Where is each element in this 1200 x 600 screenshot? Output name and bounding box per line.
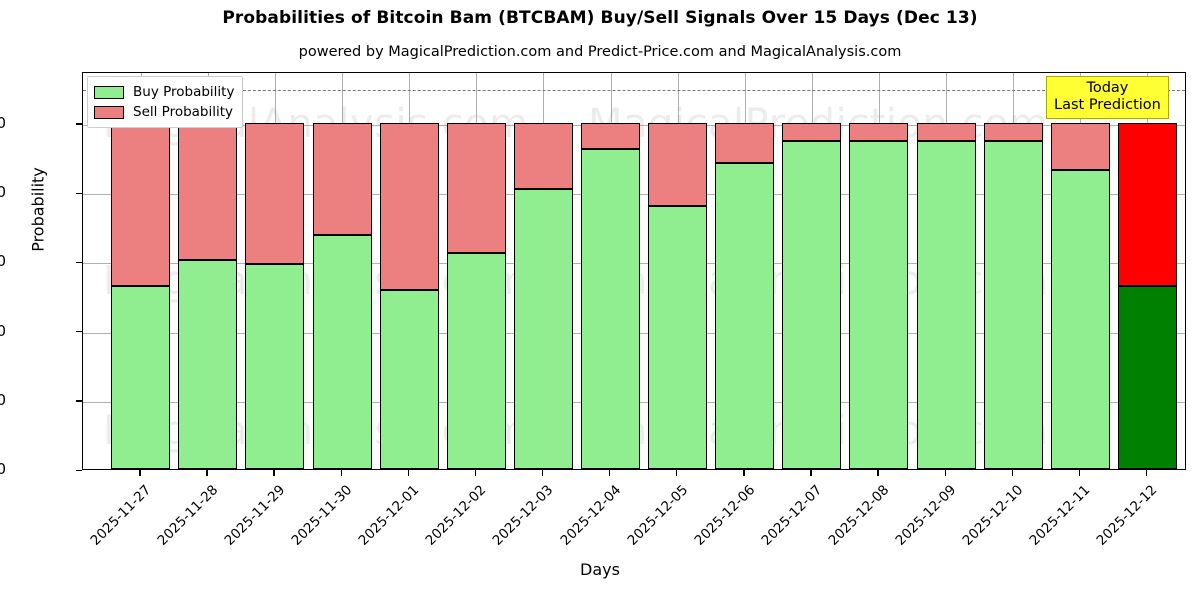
y-tick-label-80: 80: [0, 183, 6, 202]
bar-segment-buy: [648, 205, 707, 469]
bar-2025-12-06[interactable]: [715, 73, 774, 469]
bar-2025-12-01[interactable]: [380, 73, 439, 469]
chart-legend: Buy Probability Sell Probability: [87, 76, 244, 128]
y-tick-mark-80: [76, 192, 82, 194]
bar-segment-sell: [715, 122, 774, 163]
bar-segment-sell: [917, 122, 976, 141]
y-tick-mark-40: [76, 331, 82, 333]
x-tick-mark-7: [609, 470, 611, 476]
y-axis-label: Probability: [28, 167, 48, 252]
bar-segment-buy: [984, 140, 1043, 469]
bar-segment-sell: [313, 122, 372, 236]
x-tick-mark-3: [340, 470, 342, 476]
bar-2025-12-10[interactable]: [984, 73, 1043, 469]
today-annotation: Today Last Prediction: [1046, 76, 1169, 119]
today-annotation-line1: Today: [1086, 80, 1129, 96]
y-tick-mark-100: [76, 123, 82, 125]
bar-segment-buy: [178, 259, 237, 469]
legend-item-buy: Buy Probability: [94, 82, 234, 102]
bar-2025-11-28[interactable]: [178, 73, 237, 469]
x-tick-mark-9: [743, 470, 745, 476]
bar-2025-12-07[interactable]: [782, 73, 841, 469]
bar-2025-11-30[interactable]: [313, 73, 372, 469]
bar-segment-sell: [849, 122, 908, 141]
bar-segment-buy: [581, 148, 640, 469]
bar-2025-12-12[interactable]: [1118, 73, 1177, 469]
bar-2025-11-29[interactable]: [245, 73, 304, 469]
y-tick-label-20: 20: [0, 390, 6, 409]
x-tick-mark-5: [474, 470, 477, 476]
bar-segment-sell: [782, 122, 841, 141]
y-tick-label-0: 0: [0, 460, 6, 478]
bar-2025-12-03[interactable]: [514, 73, 573, 469]
x-axis-label: Days: [580, 560, 620, 579]
bar-segment-sell: [178, 122, 237, 260]
bar-segment-buy: [313, 235, 372, 469]
legend-swatch-sell-icon: [94, 105, 124, 119]
bar-2025-12-09[interactable]: [917, 73, 976, 469]
x-tick-mark-11: [877, 470, 879, 476]
legend-item-sell: Sell Probability: [94, 102, 234, 122]
chart-title: Probabilities of Bitcoin Bam (BTCBAM) Bu…: [222, 8, 978, 28]
x-tick-mark-13: [1011, 470, 1013, 476]
bar-segment-buy: [1118, 286, 1177, 469]
y-tick-label-60: 60: [0, 252, 6, 271]
y-tick-mark-0: [76, 469, 82, 471]
bar-2025-12-05[interactable]: [648, 73, 707, 469]
bar-segment-sell: [648, 122, 707, 206]
legend-label-buy: Buy Probability: [133, 84, 235, 100]
bar-segment-buy: [715, 162, 774, 469]
bar-segment-sell: [984, 122, 1043, 141]
bar-segment-buy: [111, 286, 170, 469]
x-tick-mark-14: [1078, 470, 1081, 476]
x-tick-mark-4: [407, 470, 409, 476]
y-tick-mark-20: [76, 400, 82, 402]
bar-2025-12-04[interactable]: [581, 73, 640, 469]
y-tick-label-100: 100: [0, 113, 6, 132]
bar-segment-sell: [245, 122, 304, 265]
x-tick-mark-10: [810, 470, 812, 476]
bar-segment-sell: [581, 122, 640, 149]
bar-segment-buy: [1051, 169, 1110, 469]
x-tick-mark-6: [541, 470, 544, 476]
legend-label-sell: Sell Probability: [133, 104, 234, 120]
bar-segment-buy: [849, 140, 908, 469]
bar-2025-12-02[interactable]: [447, 73, 506, 469]
x-tick-mark-15: [1145, 470, 1148, 476]
x-tick-mark-8: [676, 470, 678, 476]
bar-segment-sell: [111, 122, 170, 287]
bar-segment-buy: [917, 140, 976, 469]
bar-segment-buy: [447, 253, 506, 469]
bar-segment-buy: [782, 140, 841, 469]
bar-2025-12-08[interactable]: [849, 73, 908, 469]
bar-segment-buy: [380, 290, 439, 469]
y-tick-mark-60: [76, 261, 82, 264]
today-annotation-line2: Last Prediction: [1054, 97, 1161, 113]
bar-2025-11-27[interactable]: [111, 73, 170, 469]
bar-segment-buy: [245, 264, 304, 469]
x-tick-mark-1: [206, 470, 208, 476]
x-tick-mark-0: [139, 470, 141, 476]
x-tick-mark-12: [944, 470, 946, 476]
chart-subtitle: powered by MagicalPrediction.com and Pre…: [298, 44, 902, 60]
bar-segment-sell: [514, 122, 573, 190]
bar-segment-sell: [380, 122, 439, 291]
threshold-dashed-line: [83, 90, 1185, 92]
legend-swatch-buy-icon: [94, 85, 124, 99]
bar-2025-12-11[interactable]: [1051, 73, 1110, 469]
bar-segment-sell: [1118, 122, 1177, 287]
x-tick-mark-2: [273, 470, 275, 476]
bar-segment-sell: [447, 122, 506, 254]
plot-area: MagicalAnalysis.comMagicalPrediction.com…: [82, 72, 1186, 470]
y-tick-label-40: 40: [0, 321, 6, 340]
bar-segment-buy: [514, 189, 573, 469]
bar-segment-sell: [1051, 122, 1110, 170]
